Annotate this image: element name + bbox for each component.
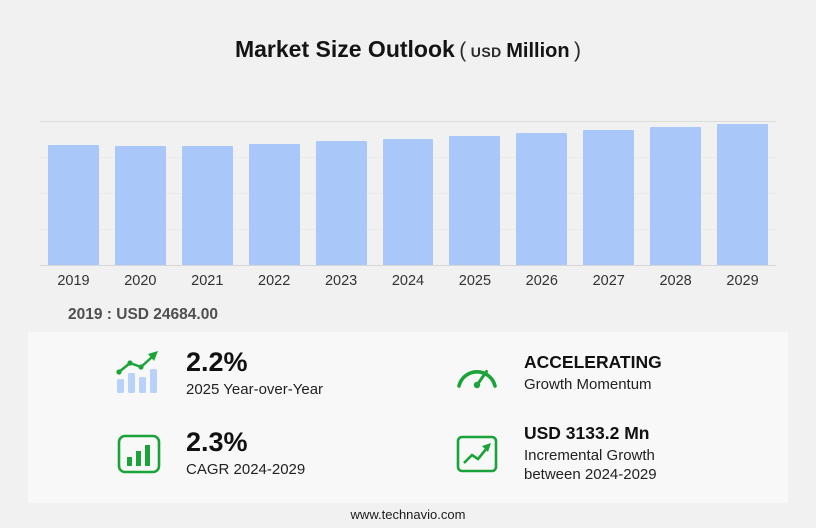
chart-title-text: Market Size Outlook — [234, 36, 455, 62]
bar-2027 — [583, 130, 635, 265]
x-axis-label-2019: 2019 — [57, 273, 90, 289]
bar-column-2027 — [575, 122, 642, 265]
stat-yoy: 2.2% 2025 Year-over-Year — [28, 347, 408, 399]
incremental-label: Incremental Growth between 2024-2029 — [524, 447, 657, 484]
x-axis-label-2024: 2024 — [391, 273, 425, 289]
bar-2021 — [181, 146, 233, 265]
yoy-label: 2025 Year-over-Year — [186, 380, 324, 398]
x-axis-label-2021: 2021 — [191, 273, 224, 289]
x-axis-label-2029: 2029 — [726, 273, 759, 289]
bar-column-2022 — [241, 122, 308, 265]
cagr-label: CAGR 2024-2029 — [186, 461, 306, 479]
chart-title: Market Size Outlook ( USD Million ) — [0, 0, 816, 63]
momentum-value: ACCELERATING — [524, 352, 662, 373]
bar-column-2028 — [642, 122, 709, 265]
yoy-value: 2.2% — [186, 347, 248, 377]
x-axis-label-2026: 2026 — [525, 273, 558, 289]
bar-2024 — [382, 139, 434, 265]
bar-2020 — [114, 146, 166, 265]
x-axis-label-2020: 2020 — [124, 273, 157, 289]
bar-2023 — [315, 141, 367, 265]
bar-column-2019 — [40, 122, 107, 265]
bar-column-2021 — [174, 122, 241, 265]
title-paren-open: ( — [459, 39, 467, 62]
cagr-bar-chart-icon — [112, 434, 166, 474]
bar-chart: 2019 2020 2021 2022 2023 2024 2025 2026 2027 2028… — [40, 121, 776, 289]
speedometer-icon — [450, 357, 504, 391]
bar-column-2024 — [375, 122, 442, 265]
bar-column-2025 — [441, 122, 508, 265]
stats-panel: 2.2% 2025 Year-over-Year ACCELERATING Gr… — [28, 332, 788, 503]
chart-plot-area — [40, 121, 776, 266]
bar-column-2023 — [308, 122, 375, 265]
x-axis-label-2025: 2025 — [458, 273, 492, 289]
bar-2022 — [248, 144, 300, 265]
bar-column-2026 — [508, 122, 575, 265]
bar-column-2020 — [107, 122, 174, 265]
title-unit-usd: USD — [470, 44, 502, 60]
bar-2029 — [717, 124, 768, 265]
footer-url[interactable]: www.technavio.com — [350, 507, 466, 522]
footer: www.technavio.com — [0, 507, 816, 522]
x-axis-label-2023: 2023 — [324, 273, 358, 289]
stat-cagr: 2.3% CAGR 2024-2029 — [28, 423, 408, 485]
incremental-growth-icon — [450, 435, 504, 473]
bar-2026 — [516, 133, 568, 265]
title-paren-close: ) — [574, 39, 582, 62]
bar-2019 — [48, 145, 99, 265]
bar-2025 — [449, 136, 501, 265]
cagr-value: 2.3% — [186, 427, 248, 458]
yoy-bars-trend-icon — [112, 350, 166, 397]
stat-momentum: ACCELERATING Growth Momentum — [408, 348, 788, 399]
base-year-annotation: 2019 : USD 24684.00 — [68, 306, 218, 323]
bar-2028 — [650, 127, 702, 265]
x-axis-labels: 2019 2020 2021 2022 2023 2024 2025 2026 2027 2028… — [40, 273, 776, 289]
bar-column-2029 — [709, 122, 776, 265]
x-axis-label-2028: 2028 — [659, 273, 692, 289]
x-axis-label-2027: 2027 — [592, 273, 625, 289]
x-axis-label-2022: 2022 — [258, 273, 291, 289]
stat-incremental: USD 3133.2 Mn Incremental Growth between… — [408, 423, 788, 485]
momentum-label: Growth Momentum — [524, 376, 652, 394]
incremental-value: USD 3133.2 Mn — [524, 423, 650, 444]
title-unit-million: Million — [506, 40, 570, 62]
